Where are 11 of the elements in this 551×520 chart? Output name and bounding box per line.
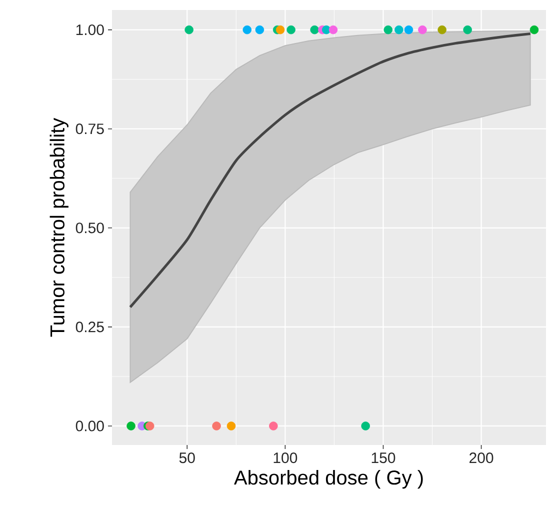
y-tick-label: 0.25 [76,322,104,332]
x-tick-label: 100 [274,452,298,464]
y-tick-label: 0.75 [76,124,104,134]
y-tick-label: 1.00 [76,24,104,36]
x-tick-label: 50 [179,452,195,464]
y-axis-title: Tumor control probability [50,118,68,337]
y-tick-label: 0.50 [76,222,104,234]
x-tick-label: 150 [372,452,396,464]
x-tick-label: 200 [470,452,494,464]
x-axis-title: Absorbed dose ( Gy ) [234,470,423,489]
y-tick-label: 0.00 [76,420,104,432]
